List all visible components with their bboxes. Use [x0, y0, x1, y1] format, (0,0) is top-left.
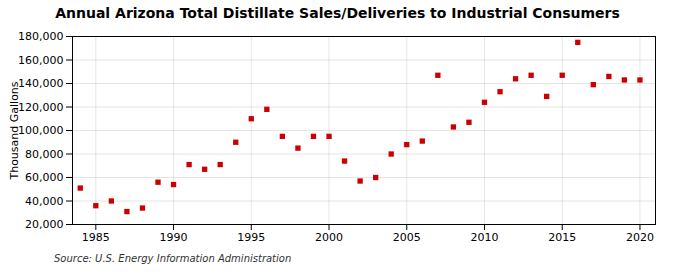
svg-text:20,000: 20,000 [25, 218, 64, 231]
svg-text:1985: 1985 [82, 231, 110, 244]
svg-text:2010: 2010 [470, 231, 498, 244]
svg-text:2020: 2020 [626, 231, 654, 244]
svg-text:2015: 2015 [548, 231, 576, 244]
svg-text:180,000: 180,000 [18, 30, 64, 43]
html-text:Annual Arizona Total Distillat: Annual Arizona Total Distillate Sales/De… [55, 5, 620, 21]
svg-text:40,000: 40,000 [25, 195, 64, 208]
svg-text:140,000: 140,000 [18, 77, 64, 90]
svg-text:100,000: 100,000 [18, 124, 64, 137]
svg-text:60,000: 60,000 [25, 171, 64, 184]
svg-text:Thousand Gallons: Thousand Gallons [8, 81, 21, 180]
svg-text:80,000: 80,000 [25, 148, 64, 161]
svg-text:120,000: 120,000 [18, 101, 64, 114]
html-text:Source: U.S. Energy Informatio: Source: U.S. Energy Information Administ… [54, 253, 292, 264]
svg-text:1990: 1990 [160, 231, 188, 244]
svg-text:160,000: 160,000 [18, 54, 64, 67]
svg-text:2000: 2000 [315, 231, 343, 244]
svg-text:2005: 2005 [393, 231, 421, 244]
svg-text:1995: 1995 [237, 231, 265, 244]
